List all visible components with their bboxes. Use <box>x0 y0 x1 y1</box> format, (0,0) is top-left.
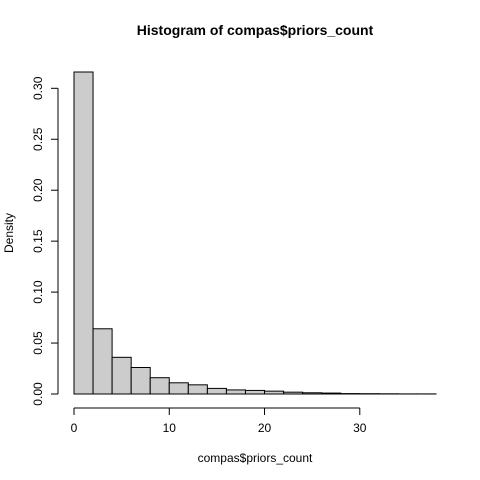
x-axis: 0 10 20 30 <box>71 407 367 435</box>
histogram-bar-5 <box>168 382 189 395</box>
y-tick-label: 0.05 <box>31 331 45 355</box>
x-tick-label: 30 <box>353 421 367 435</box>
histogram-bar-13 <box>321 392 342 395</box>
y-tick-label: 0.30 <box>31 76 45 100</box>
histogram-bar-1 <box>92 328 113 395</box>
y-tick-label: 0.25 <box>31 127 45 151</box>
y-tick-label: 0.10 <box>31 280 45 304</box>
y-tick-label: 0.00 <box>31 382 45 406</box>
histogram-bar-4 <box>149 377 170 395</box>
bars-group <box>73 71 437 395</box>
x-tick-label: 20 <box>258 421 272 435</box>
y-tick-label: 0.15 <box>31 229 45 253</box>
histogram-bar-10 <box>264 390 285 395</box>
y-tick-label: 0.20 <box>31 178 45 202</box>
histogram-bar-7 <box>206 387 227 395</box>
x-tick-label: 0 <box>71 421 78 435</box>
histogram-bar-8 <box>225 389 246 395</box>
histogram-bar-9 <box>244 389 266 395</box>
histogram-bar-3 <box>130 367 151 395</box>
histogram-bar-12 <box>302 392 323 395</box>
x-axis-label: compas$priors_count <box>198 451 313 465</box>
y-axis-label: Density <box>2 213 16 253</box>
chart-title: Histogram of compas$priors_count <box>137 22 374 38</box>
x-tick-label: 10 <box>163 421 177 435</box>
histogram-bar-0 <box>73 71 94 395</box>
histogram-bar-2 <box>111 356 132 395</box>
histogram-bar-6 <box>187 384 208 395</box>
y-axis: 0.00 0.05 0.10 0.15 0.20 0.25 0.30 <box>31 76 59 406</box>
histogram-bar-11 <box>283 391 304 395</box>
